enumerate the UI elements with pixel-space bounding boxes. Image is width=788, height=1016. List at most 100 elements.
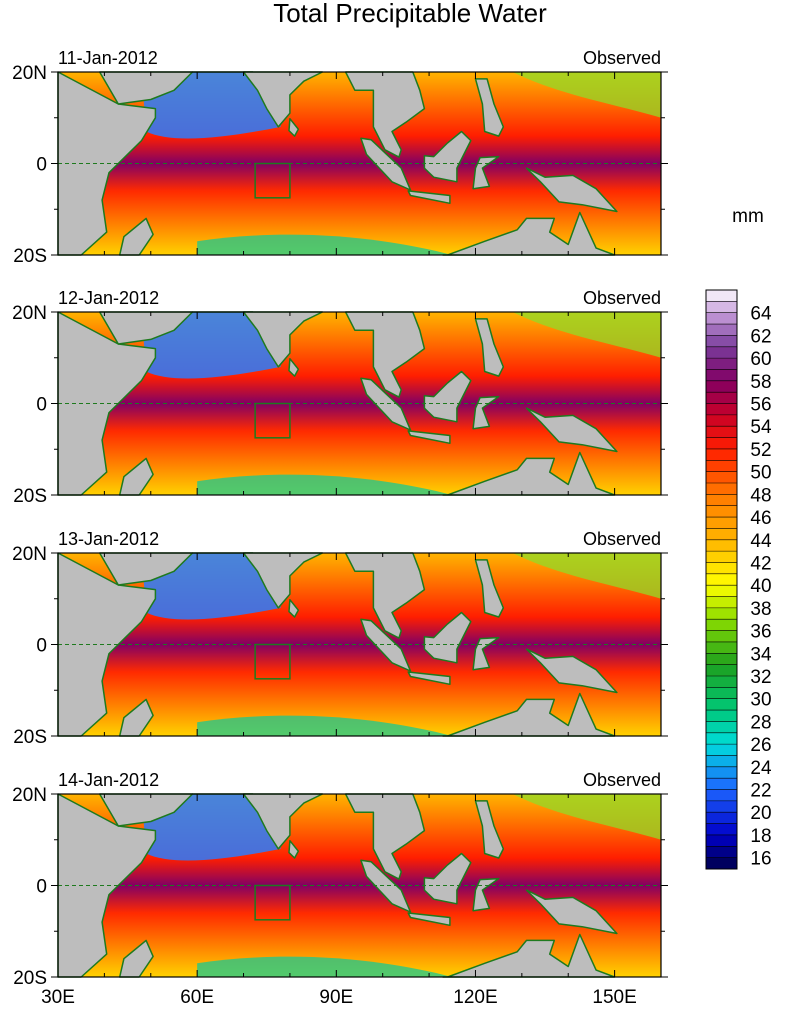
colorbar-tick-label: 22 bbox=[750, 781, 771, 802]
map-panel: 20N 0 20S 14-Jan-2012 Observed bbox=[12, 770, 668, 989]
colorbar-swatch bbox=[706, 607, 737, 620]
colorbar-swatch bbox=[706, 539, 737, 552]
colorbar-swatch bbox=[706, 324, 737, 336]
australia-landmass bbox=[442, 692, 616, 737]
latitude-tick-label: 20N bbox=[12, 63, 47, 84]
sulawesi-island bbox=[472, 155, 500, 190]
colorbar-swatch bbox=[706, 664, 737, 677]
latitude-tick-label: 20N bbox=[12, 303, 47, 324]
latitude-tick-label: 20S bbox=[13, 246, 47, 267]
colorbar-swatch bbox=[706, 380, 737, 393]
colorbar-tick-label: 16 bbox=[750, 849, 771, 870]
latitude-tick-label: 20S bbox=[13, 727, 47, 748]
australia-landmass bbox=[442, 933, 616, 978]
borneo-island bbox=[423, 611, 472, 664]
colorbar-tick-label: 52 bbox=[750, 440, 771, 461]
colorbar-swatch bbox=[706, 823, 737, 836]
colorbar-swatch bbox=[706, 721, 737, 734]
indochina-landmass bbox=[344, 552, 426, 639]
colorbar-swatch bbox=[706, 778, 737, 790]
australia-landmass bbox=[442, 451, 616, 496]
region-box bbox=[254, 884, 291, 921]
sulawesi-island bbox=[472, 395, 500, 430]
dry-region-south bbox=[197, 234, 453, 255]
panel-tag-observed: Observed bbox=[583, 48, 661, 68]
colorbar-swatch bbox=[706, 448, 737, 461]
latitude-tick-label: 20N bbox=[12, 544, 47, 565]
dry-region-north-pacific bbox=[512, 72, 661, 118]
dry-region-north-pacific bbox=[512, 312, 661, 358]
indochina-landmass bbox=[344, 71, 426, 158]
region-box bbox=[254, 162, 291, 199]
colorbar-tick-label: 46 bbox=[750, 508, 771, 529]
colorbar-tick-label: 54 bbox=[750, 417, 772, 438]
colorbar-tick-label: 42 bbox=[750, 553, 771, 574]
sri-lanka-island bbox=[288, 117, 300, 137]
colorbar-swatch bbox=[706, 676, 737, 688]
colorbar-swatch bbox=[706, 630, 737, 643]
java-island bbox=[407, 912, 451, 927]
figure-title: Total Precipitable Water bbox=[273, 0, 547, 28]
java-island bbox=[407, 430, 451, 445]
colorbar-swatch bbox=[706, 846, 737, 858]
longitude-axis: 30E 60E 90E 120E 150E bbox=[41, 987, 637, 1008]
colorbar-swatch bbox=[706, 403, 737, 416]
india-landmass bbox=[242, 552, 324, 609]
new-guinea-island bbox=[525, 648, 618, 694]
philippines-islands bbox=[474, 800, 505, 859]
colorbar-frame bbox=[705, 289, 738, 870]
colorbar-tick-label: 26 bbox=[750, 735, 771, 756]
colorbar-tick-label: 28 bbox=[750, 712, 771, 733]
colorbar-swatch bbox=[706, 596, 737, 609]
colorbar-tick-label: 20 bbox=[750, 803, 771, 824]
longitude-tick-label: 150E bbox=[592, 987, 636, 1008]
longitude-tick-label: 30E bbox=[41, 987, 75, 1008]
borneo-island bbox=[423, 130, 472, 183]
colorbar-tick-label: 38 bbox=[750, 599, 771, 620]
colorbar-swatch bbox=[706, 494, 737, 507]
india-landmass bbox=[242, 311, 324, 368]
latitude-tick-label: 0 bbox=[36, 395, 47, 416]
dry-region-south bbox=[197, 956, 453, 977]
colorbar-swatch bbox=[706, 426, 737, 438]
colorbar-tick-label: 32 bbox=[750, 667, 771, 688]
colorbar-swatch bbox=[706, 834, 737, 847]
philippines-islands bbox=[474, 559, 505, 618]
colorbar-tick-label: 58 bbox=[750, 372, 771, 393]
colorbar-swatch bbox=[706, 755, 737, 768]
dry-region-north-pacific bbox=[512, 794, 661, 840]
colorbar-tick-label: 30 bbox=[750, 690, 771, 711]
colorbar-swatch bbox=[706, 653, 737, 665]
sumatra-island bbox=[360, 859, 412, 913]
colorbar-swatch bbox=[706, 562, 737, 575]
philippines-islands bbox=[474, 318, 505, 377]
latitude-tick-label: 20S bbox=[13, 968, 47, 989]
map-panel: 20N 0 20S 12-Jan-2012 Observed bbox=[12, 288, 668, 507]
map-panels: 20N 0 20S 11-Jan-2012 Observed 20N 0 20S 12-Jan-… bbox=[12, 48, 668, 989]
sumatra-island bbox=[360, 618, 412, 672]
panel-date: 12-Jan-2012 bbox=[58, 288, 159, 308]
colorbar-tick-label: 18 bbox=[750, 826, 771, 847]
region-box bbox=[254, 643, 291, 680]
colorbar-tick-label: 24 bbox=[750, 758, 772, 779]
colorbar-swatch bbox=[706, 573, 737, 586]
colorbar-swatch bbox=[706, 800, 737, 813]
java-island bbox=[407, 671, 451, 686]
colorbar-tick-label: 64 bbox=[750, 304, 772, 325]
colorbar-swatch bbox=[706, 710, 737, 722]
latitude-tick-label: 20S bbox=[13, 486, 47, 507]
colorbar-swatch bbox=[706, 471, 737, 484]
colorbar-swatch bbox=[706, 744, 737, 756]
colorbar-swatch bbox=[706, 528, 737, 541]
sri-lanka-island bbox=[288, 357, 300, 377]
colorbar-tick-label: 48 bbox=[750, 485, 771, 506]
colorbar-tick-label: 60 bbox=[750, 349, 771, 370]
sulawesi-island bbox=[472, 877, 500, 912]
colorbar-swatch bbox=[706, 732, 737, 745]
panel-date: 11-Jan-2012 bbox=[58, 48, 158, 68]
java-island bbox=[407, 190, 451, 205]
colorbar-swatch bbox=[706, 301, 737, 314]
colorbar-swatch bbox=[706, 857, 737, 870]
colorbar-swatch bbox=[706, 766, 737, 779]
